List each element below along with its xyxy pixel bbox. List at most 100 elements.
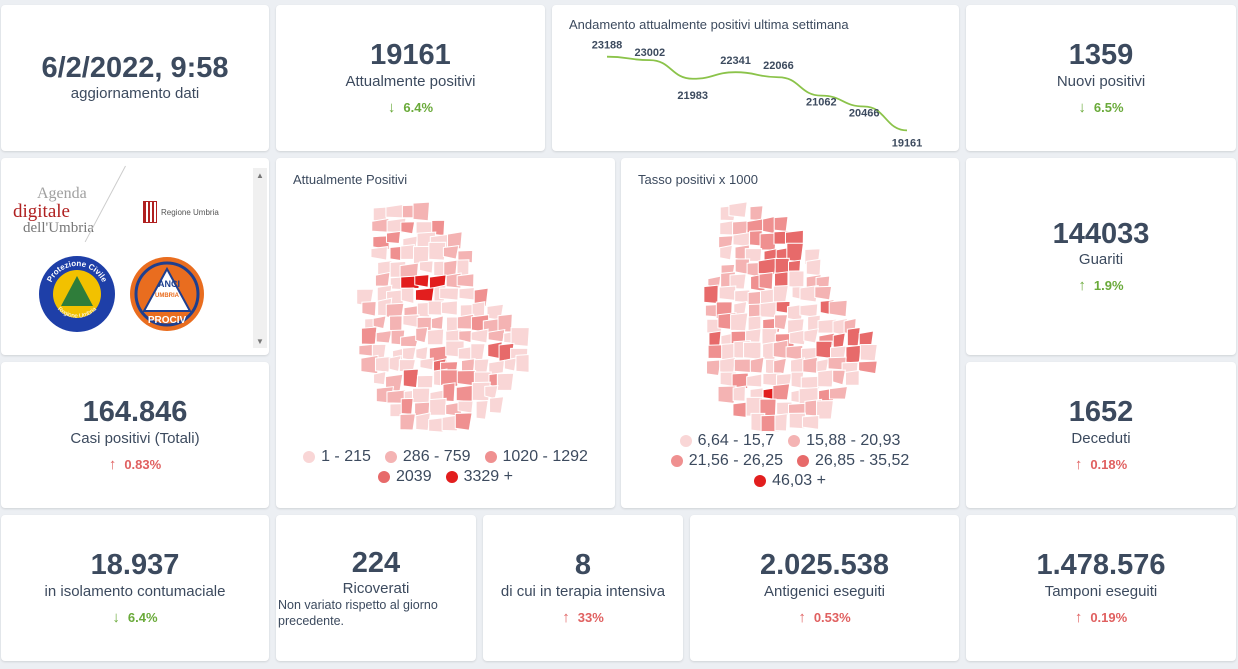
umbria-map-positivi[interactable] xyxy=(276,188,615,468)
municipality-area[interactable] xyxy=(732,385,746,402)
municipality-area[interactable] xyxy=(859,343,878,362)
municipality-area[interactable] xyxy=(388,354,402,373)
municipality-area[interactable] xyxy=(457,400,474,414)
municipality-area[interactable] xyxy=(414,287,435,302)
municipality-area[interactable] xyxy=(749,205,764,222)
municipality-area[interactable] xyxy=(439,287,460,301)
municipality-area[interactable] xyxy=(746,373,763,388)
municipality-area[interactable] xyxy=(454,412,473,431)
municipality-area[interactable] xyxy=(385,203,405,219)
municipality-area[interactable] xyxy=(400,287,415,305)
legend-item[interactable]: 1020 - 1292 xyxy=(484,448,588,466)
legend-item[interactable]: 2039 xyxy=(378,468,432,486)
municipality-area[interactable] xyxy=(456,273,475,288)
guariti-card[interactable]: 144033 Guariti ↑ 1.9% xyxy=(966,158,1236,355)
municipality-area[interactable] xyxy=(400,397,414,415)
municipality-area[interactable] xyxy=(786,242,804,263)
municipality-area[interactable] xyxy=(774,413,788,432)
municipality-area[interactable] xyxy=(743,341,762,360)
municipality-area[interactable] xyxy=(428,417,444,433)
municipality-area[interactable] xyxy=(757,257,778,275)
municipality-area[interactable] xyxy=(470,328,489,344)
municipality-area[interactable] xyxy=(814,285,833,301)
legend-item[interactable]: 46,03 + xyxy=(754,472,826,490)
municipality-area[interactable] xyxy=(412,201,431,222)
municipality-area[interactable] xyxy=(442,382,456,403)
municipality-area[interactable] xyxy=(374,271,391,287)
municipality-area[interactable] xyxy=(788,412,806,430)
municipality-area[interactable] xyxy=(427,300,445,316)
municipality-area[interactable] xyxy=(402,368,420,389)
municipality-area[interactable] xyxy=(803,328,820,344)
municipality-area[interactable] xyxy=(428,241,447,261)
municipality-area[interactable] xyxy=(487,328,506,343)
municipality-area[interactable] xyxy=(412,387,431,405)
municipality-area[interactable] xyxy=(430,315,444,330)
municipality-area[interactable] xyxy=(415,326,429,344)
municipality-area[interactable] xyxy=(416,374,434,389)
municipality-area[interactable] xyxy=(706,359,722,377)
municipality-area[interactable] xyxy=(458,329,473,344)
tamponi-card[interactable]: 1.478.576 Tamponi eseguiti ↑ 0.19% xyxy=(966,515,1236,661)
municipality-area[interactable] xyxy=(510,327,530,347)
municipality-area[interactable] xyxy=(816,400,834,420)
municipality-area[interactable] xyxy=(442,245,460,260)
municipality-area[interactable] xyxy=(749,356,765,374)
municipality-area[interactable] xyxy=(832,369,846,386)
municipality-area[interactable] xyxy=(399,413,416,431)
municipality-area[interactable] xyxy=(419,357,434,371)
municipality-area[interactable] xyxy=(503,357,517,372)
legend-item[interactable]: 6,64 - 15,7 xyxy=(679,432,774,450)
municipality-area[interactable] xyxy=(515,353,530,373)
municipality-area[interactable] xyxy=(799,284,819,303)
municipality-area[interactable] xyxy=(773,357,788,374)
municipality-area[interactable] xyxy=(447,231,463,250)
municipality-area[interactable] xyxy=(817,369,835,388)
ricoverati-card[interactable]: 224 Ricoverati Non variato rispetto al g… xyxy=(276,515,476,661)
municipality-area[interactable] xyxy=(440,300,458,316)
logos-panel[interactable]: Agenda digitale dell'Umbria Regione Umbr… xyxy=(1,158,269,355)
municipality-area[interactable] xyxy=(773,215,789,232)
municipality-area[interactable] xyxy=(414,274,430,288)
municipality-area[interactable] xyxy=(772,339,789,360)
municipality-area[interactable] xyxy=(802,356,818,374)
municipality-area[interactable] xyxy=(846,326,861,347)
trend-card[interactable]: Andamento attualmente positivi ultima se… xyxy=(552,5,959,151)
legend-item[interactable]: 1 - 215 xyxy=(303,448,371,466)
municipality-area[interactable] xyxy=(845,369,860,386)
municipality-area[interactable] xyxy=(734,289,751,304)
municipality-area[interactable] xyxy=(719,244,733,261)
municipality-area[interactable] xyxy=(789,329,808,346)
umbria-map-tasso[interactable] xyxy=(621,188,959,458)
municipality-area[interactable] xyxy=(370,245,389,261)
municipality-area[interactable] xyxy=(718,285,737,301)
municipality-area[interactable] xyxy=(489,396,505,414)
municipality-area[interactable] xyxy=(703,284,719,305)
logos-scrollbar[interactable]: ▲ ▼ xyxy=(253,168,267,348)
municipality-area[interactable] xyxy=(441,414,459,432)
municipality-area[interactable] xyxy=(845,344,862,364)
municipality-area[interactable] xyxy=(372,235,390,251)
municipality-area[interactable] xyxy=(360,326,378,346)
scroll-down-icon[interactable]: ▼ xyxy=(256,336,264,346)
municipality-area[interactable] xyxy=(496,372,515,391)
municipality-area[interactable] xyxy=(484,385,499,400)
municipality-area[interactable] xyxy=(429,397,447,416)
municipality-area[interactable] xyxy=(728,201,748,218)
municipality-area[interactable] xyxy=(772,284,789,304)
municipality-area[interactable] xyxy=(774,314,789,331)
municipality-area[interactable] xyxy=(858,360,878,375)
municipality-area[interactable] xyxy=(374,355,393,373)
municipality-area[interactable] xyxy=(731,372,749,390)
municipality-area[interactable] xyxy=(475,399,489,420)
legend-item[interactable]: 3329 + xyxy=(445,468,513,486)
municipality-area[interactable] xyxy=(389,245,404,262)
municipality-area[interactable] xyxy=(730,312,749,332)
attualmente-positivi-card[interactable]: 19161 Attualmente positivi ↓ 6.4% xyxy=(276,5,545,151)
municipality-area[interactable] xyxy=(772,383,791,401)
municipality-area[interactable] xyxy=(455,384,474,403)
municipality-area[interactable] xyxy=(385,230,402,245)
legend-item[interactable]: 286 - 759 xyxy=(384,448,471,466)
isolamento-card[interactable]: 18.937 in isolamento contumaciale ↓ 6.4% xyxy=(1,515,269,661)
legend-item[interactable]: 21,56 - 26,25 xyxy=(670,452,783,470)
